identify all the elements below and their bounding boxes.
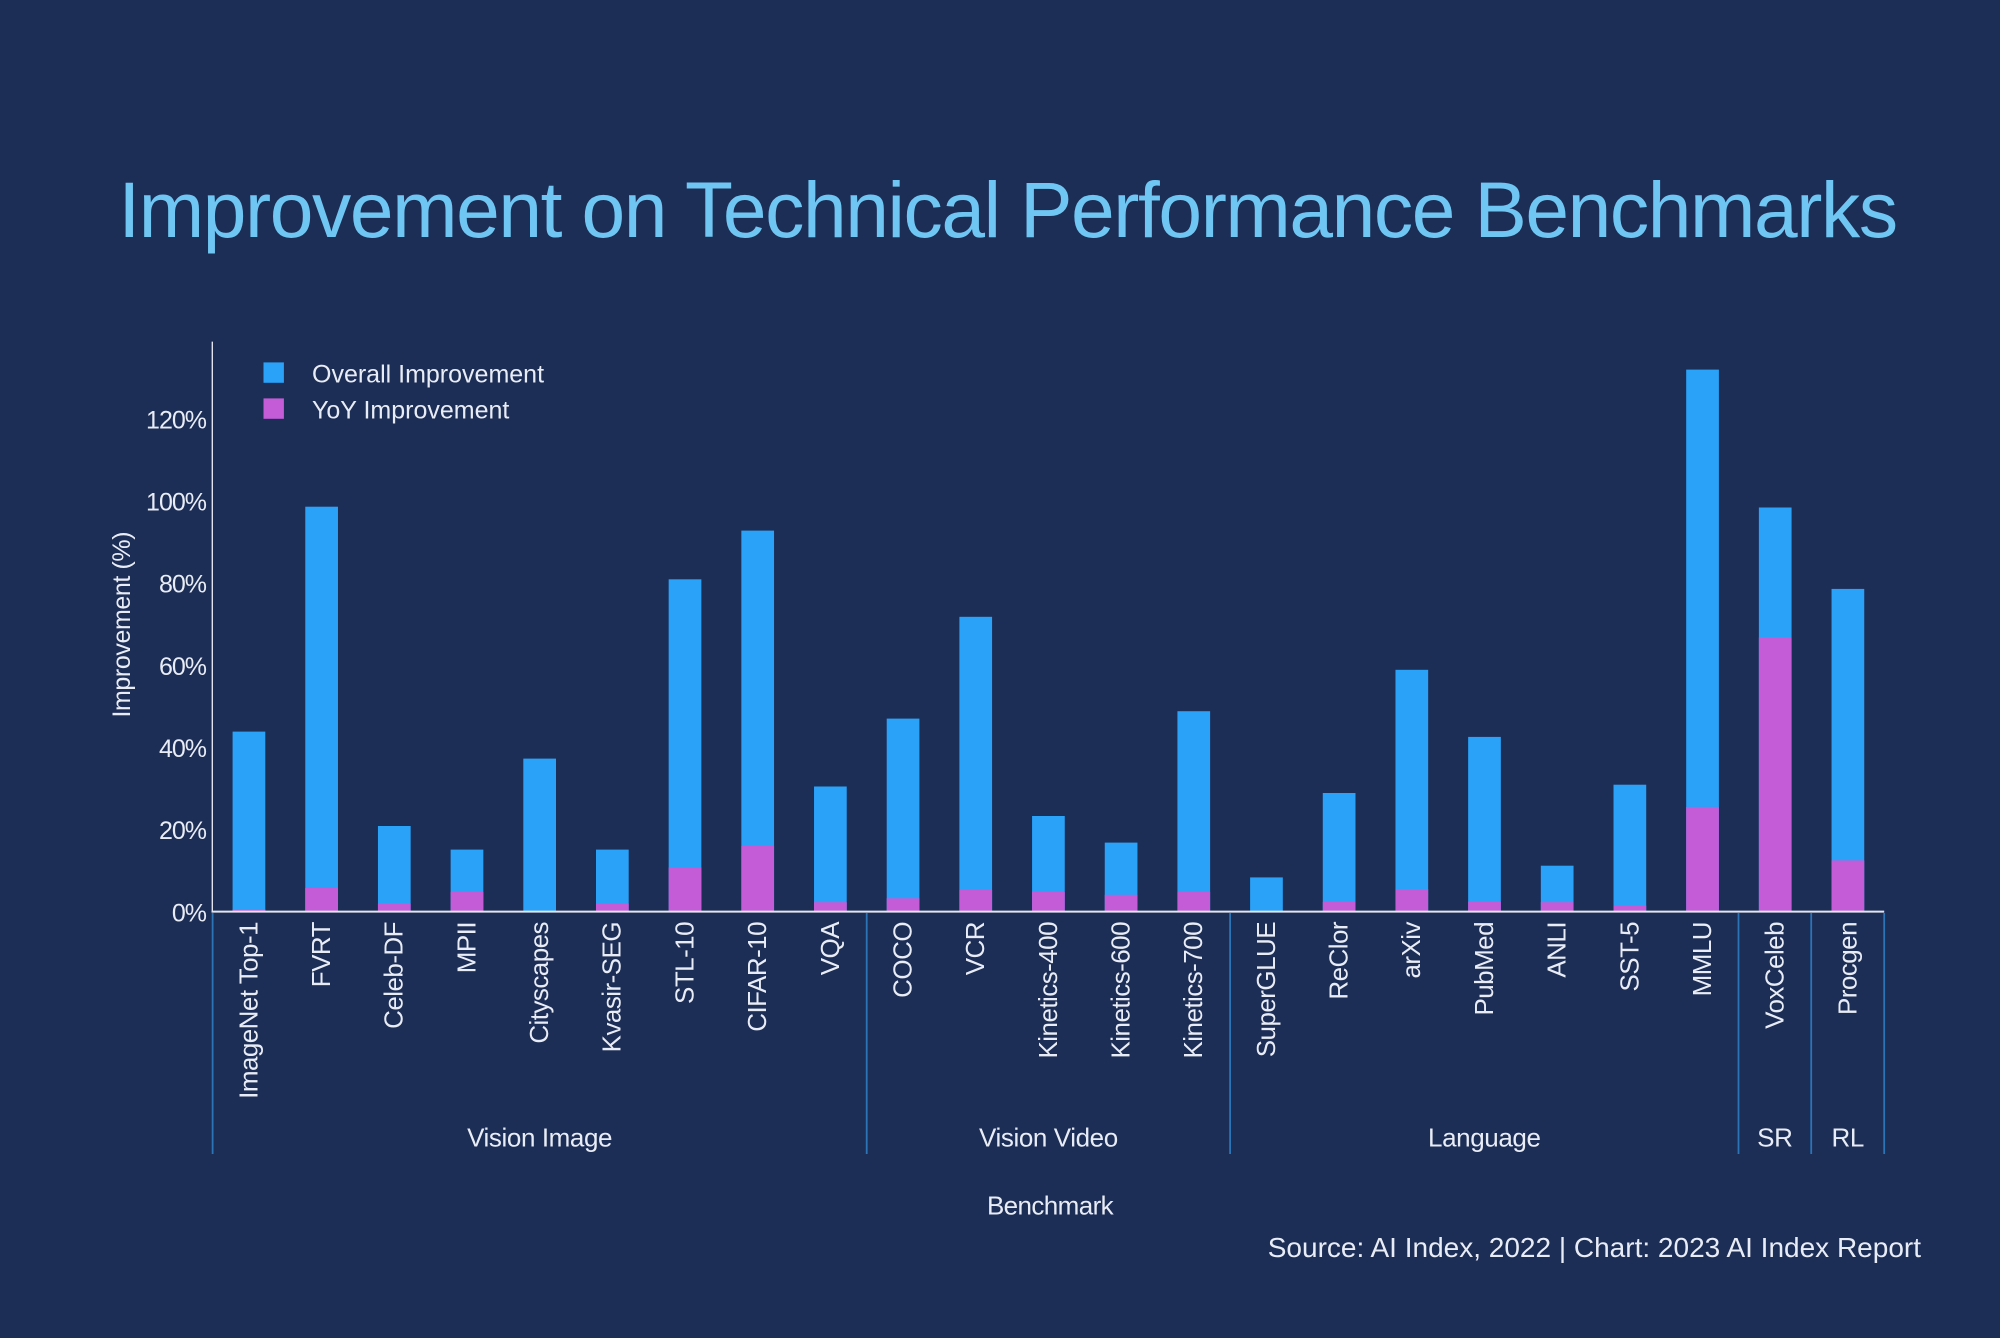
svg-text:Kvasir-SEG: Kvasir-SEG (597, 922, 627, 1052)
svg-text:ANLI: ANLI (1542, 922, 1572, 978)
svg-text:Kinetics-700: Kinetics-700 (1178, 922, 1208, 1059)
svg-text:arXiv: arXiv (1396, 921, 1426, 978)
svg-text:VoxCeleb: VoxCeleb (1760, 922, 1790, 1029)
svg-text:VCR: VCR (960, 922, 990, 975)
svg-text:MMLU: MMLU (1687, 922, 1717, 996)
svg-text:Kinetics-400: Kinetics-400 (1033, 922, 1063, 1059)
svg-text:Language: Language (1428, 1123, 1540, 1153)
svg-text:Cityscapes: Cityscapes (524, 921, 554, 1043)
svg-text:VQA: VQA (815, 921, 845, 975)
svg-text:100%: 100% (146, 489, 207, 517)
svg-text:Benchmark: Benchmark (987, 1191, 1115, 1221)
svg-text:YoY Improvement: YoY Improvement (312, 397, 509, 425)
svg-text:Improvement on Technical Perfo: Improvement on Technical Performance Ben… (118, 166, 1896, 254)
svg-text:RL: RL (1831, 1123, 1863, 1153)
svg-text:Source: AI Index, 2022 | Chart: Source: AI Index, 2022 | Chart: 2023 AI … (1268, 1232, 1921, 1263)
svg-text:80%: 80% (159, 571, 207, 599)
svg-text:PubMed: PubMed (1469, 922, 1499, 1016)
svg-text:ReClor: ReClor (1324, 921, 1354, 999)
svg-text:Overall Improvement: Overall Improvement (312, 361, 544, 389)
svg-text:FVRT: FVRT (306, 921, 336, 987)
svg-text:Kinetics-600: Kinetics-600 (1106, 922, 1136, 1059)
svg-text:SuperGLUE: SuperGLUE (1251, 922, 1281, 1057)
svg-text:Procgen: Procgen (1832, 922, 1862, 1015)
svg-text:SR: SR (1757, 1123, 1792, 1153)
svg-text:Improvement (%): Improvement (%) (108, 532, 136, 718)
svg-text:40%: 40% (159, 735, 207, 763)
svg-text:MPII: MPII (451, 922, 481, 973)
svg-text:60%: 60% (159, 653, 207, 681)
svg-text:ImageNet Top-1: ImageNet Top-1 (233, 922, 263, 1099)
svg-text:120%: 120% (146, 406, 207, 434)
svg-text:0%: 0% (172, 899, 207, 927)
svg-text:Vision Image: Vision Image (467, 1123, 612, 1153)
svg-text:STL-10: STL-10 (669, 922, 699, 1004)
svg-text:Celeb-DF: Celeb-DF (379, 922, 409, 1029)
svg-text:COCO: COCO (887, 922, 917, 998)
svg-text:CIFAR-10: CIFAR-10 (742, 922, 772, 1032)
svg-text:SST-5: SST-5 (1614, 922, 1644, 992)
svg-text:20%: 20% (159, 817, 207, 845)
svg-text:Vision Video: Vision Video (979, 1123, 1118, 1153)
